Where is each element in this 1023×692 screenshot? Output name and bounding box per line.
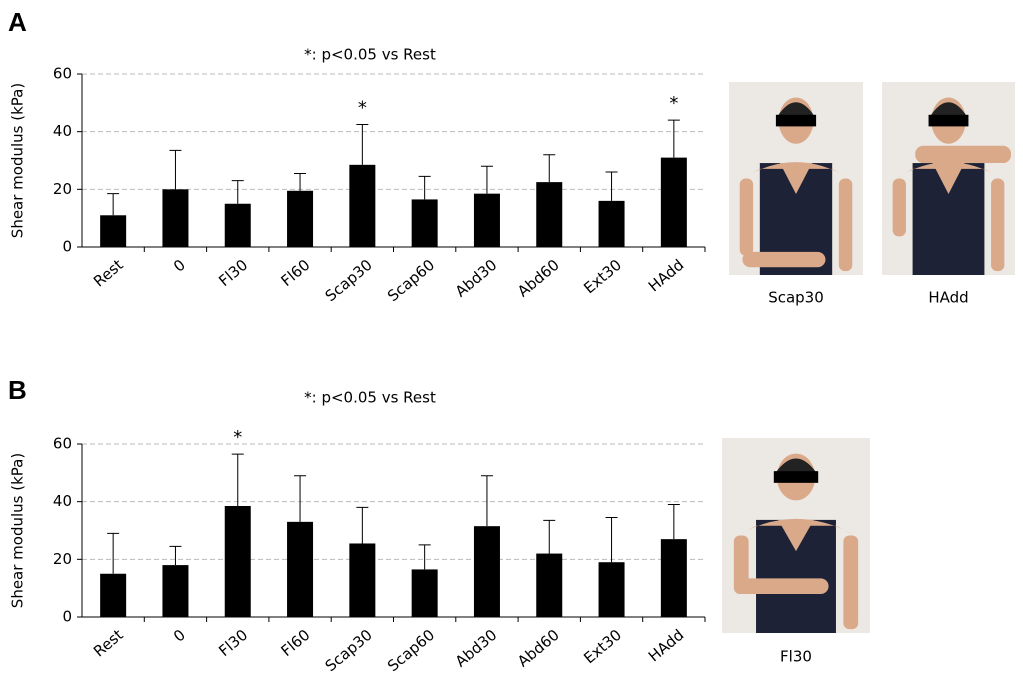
y-tick-label: 20 [53, 550, 72, 568]
photo-caption: Fl30 [780, 648, 812, 666]
annotation: *: p<0.05 vs Rest [304, 46, 436, 64]
error-bar [668, 505, 680, 540]
y-tick-label: 0 [62, 238, 72, 256]
x-tick-label: 0 [170, 626, 189, 646]
bar [412, 199, 438, 247]
bar [225, 506, 251, 617]
error-bar [356, 507, 368, 543]
bar [225, 204, 251, 247]
bar [474, 194, 500, 247]
arm [742, 252, 825, 267]
bar [536, 554, 562, 617]
upper-arm [893, 179, 906, 237]
upper-arm-right [991, 179, 1004, 272]
error-bar [543, 520, 555, 553]
y-tick-label: 60 [53, 65, 72, 83]
error-bar [169, 150, 181, 189]
bar [349, 543, 375, 617]
error-bar [543, 155, 555, 182]
bar [100, 215, 126, 247]
significance-marker: * [233, 427, 242, 448]
y-tick-label: 20 [53, 180, 72, 198]
x-tick-label: Fl30 [215, 626, 251, 660]
figure: A *: p<0.05 vs Rest Shear modulus (kPa) 0 20… [0, 0, 1023, 692]
error-bar [107, 194, 119, 216]
photo-caption: HAdd [928, 289, 968, 307]
x-tick-label: Scap30 [322, 256, 376, 306]
error-bar [294, 173, 306, 190]
face-bar [774, 471, 818, 483]
y-axis-label: Shear modulus (kPa) [9, 453, 27, 608]
photo [722, 438, 870, 633]
error-bar [419, 545, 431, 570]
error-bar [419, 176, 431, 199]
x-tick-label: Abd60 [514, 256, 563, 301]
error-bar [481, 476, 493, 526]
bar [287, 522, 313, 617]
bar [536, 182, 562, 247]
error-bar [606, 172, 618, 201]
upper-arm [734, 536, 749, 595]
error-bar [107, 533, 119, 573]
y-tick-label: 40 [53, 122, 72, 140]
bar [661, 158, 687, 247]
upper-arm [740, 179, 753, 256]
significance-marker: * [358, 97, 367, 118]
bar [599, 562, 625, 617]
bar [162, 565, 188, 617]
x-tick-label: Rest [90, 626, 127, 661]
x-tick-label: Abd30 [452, 256, 501, 301]
x-tick-label: Scap30 [322, 626, 376, 676]
error-bar [668, 120, 680, 157]
bar [349, 165, 375, 247]
error-bar [294, 476, 306, 522]
error-bar [356, 124, 368, 164]
photo-caption: Scap30 [768, 289, 824, 307]
x-tick-label: Scap60 [384, 626, 438, 676]
error-bar [232, 454, 244, 506]
error-bar [606, 518, 618, 563]
arm [737, 578, 829, 594]
x-tick-label: Fl60 [278, 256, 314, 290]
arm [915, 146, 1011, 163]
y-tick-label: 60 [53, 435, 72, 453]
face-bar [776, 115, 816, 127]
significance-marker: * [669, 93, 678, 114]
photo [882, 82, 1015, 275]
bar [474, 526, 500, 617]
x-tick-label: Ext30 [580, 626, 625, 668]
bar [287, 191, 313, 247]
y-axis-label: Shear modulus (kPa) [9, 83, 27, 238]
x-tick-label: 0 [170, 256, 189, 276]
y-tick-label: 0 [62, 608, 72, 626]
panel-label: A [8, 7, 27, 37]
bar [100, 574, 126, 617]
photo [729, 82, 863, 275]
error-bar [169, 546, 181, 565]
x-tick-label: HAdd [645, 626, 687, 666]
face-bar [929, 115, 969, 127]
bar [661, 539, 687, 617]
y-tick-label: 40 [53, 492, 72, 510]
x-tick-label: Abd30 [452, 626, 501, 671]
x-tick-label: Scap60 [384, 256, 438, 306]
x-tick-label: Abd60 [514, 626, 563, 671]
panel-label: B [8, 375, 27, 405]
upper-arm-right [839, 179, 852, 272]
bar [412, 569, 438, 617]
upper-arm-right [843, 536, 858, 630]
x-tick-label: Fl60 [278, 626, 314, 660]
error-bar [232, 181, 244, 204]
x-tick-label: Fl30 [215, 256, 251, 290]
x-tick-label: Rest [90, 256, 127, 291]
bar [162, 189, 188, 247]
bar [599, 201, 625, 247]
x-tick-label: Ext30 [580, 256, 625, 298]
x-tick-label: HAdd [645, 256, 687, 296]
annotation: *: p<0.05 vs Rest [304, 389, 436, 407]
